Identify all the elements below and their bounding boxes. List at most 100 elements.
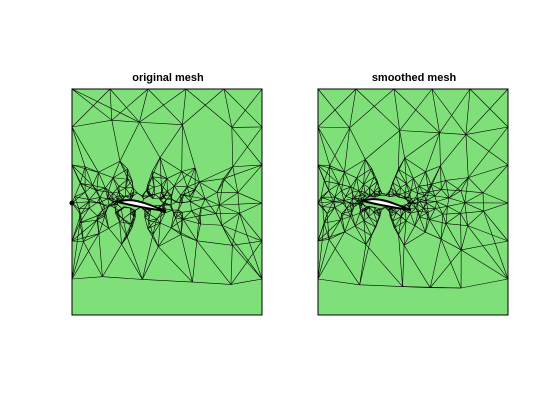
mesh-edge [441, 180, 446, 190]
mesh-edge [178, 202, 183, 211]
mesh-edge [328, 183, 340, 191]
mesh-edge [359, 235, 372, 285]
mesh-edge [409, 200, 413, 203]
mesh-edge [460, 210, 484, 214]
mesh-edge [341, 186, 351, 191]
mesh-edge [405, 220, 415, 227]
mesh-edge [328, 165, 330, 191]
mesh-edge [317, 202, 323, 207]
mesh-edge [159, 124, 183, 158]
mesh-edge [410, 201, 414, 205]
mesh-edge [381, 192, 389, 195]
mesh-edge [232, 166, 239, 193]
mesh-edge [161, 178, 168, 186]
mesh-edge [223, 88, 233, 128]
mesh-edge [186, 167, 196, 187]
mesh-edge [116, 212, 120, 222]
mesh-edge [323, 222, 330, 240]
mesh-edge [146, 211, 151, 215]
mesh-edge [460, 213, 468, 226]
mesh-edge [389, 212, 394, 222]
mesh-edge [356, 177, 364, 185]
mesh-edge [239, 202, 263, 214]
mesh-edge [328, 190, 334, 202]
mesh-edge [160, 192, 165, 199]
mesh-edge [356, 178, 360, 191]
mesh-edge [395, 176, 401, 188]
mesh-edge [74, 191, 86, 198]
mesh-edge [447, 197, 450, 207]
mesh-edge [359, 207, 366, 214]
mesh-edge [83, 241, 103, 277]
mesh-edge [173, 212, 184, 220]
mesh-edge [409, 207, 416, 209]
mesh-edge [436, 197, 449, 202]
mesh-edge [363, 220, 376, 228]
mesh-edge [375, 216, 381, 228]
mesh-edge [144, 214, 151, 218]
mesh-edge [410, 178, 414, 191]
mesh-edge [388, 209, 394, 211]
mesh-edge [175, 217, 182, 235]
mesh-edge [425, 171, 432, 185]
mesh-edge [219, 204, 240, 214]
mesh-edge [419, 201, 427, 204]
mesh-edge [169, 204, 173, 211]
mesh-edge [465, 88, 471, 135]
mesh-edge [142, 190, 147, 197]
mesh-edge [96, 219, 109, 229]
mesh-edge [146, 209, 151, 213]
mesh-edge [460, 202, 466, 214]
mesh-edge [122, 218, 132, 225]
mesh-edge [147, 218, 157, 229]
mesh-edge [317, 164, 345, 173]
mesh-edge [468, 126, 509, 178]
mesh-edge [171, 227, 197, 242]
mesh-edge [349, 198, 354, 203]
mesh-edge [154, 184, 162, 188]
mesh-edge [358, 190, 366, 196]
mesh-edge [390, 187, 395, 195]
mesh-edge [360, 184, 364, 196]
mesh-edge [107, 191, 114, 200]
mesh-edge [350, 186, 360, 192]
mesh-edge [328, 219, 341, 240]
mesh-edge [424, 184, 432, 196]
mesh-edge [84, 192, 90, 200]
mesh-edge [465, 134, 469, 178]
mesh-edge [170, 217, 176, 229]
mesh-edge [191, 210, 201, 225]
mesh-edge [196, 240, 233, 246]
mesh-edge [107, 198, 114, 202]
mesh-edge [398, 194, 401, 198]
mesh-edge [363, 176, 375, 185]
mesh-edge [429, 238, 442, 288]
mesh-edge [334, 196, 344, 204]
mesh-edge [112, 177, 119, 192]
mesh-edge [92, 185, 106, 189]
mesh-edge [109, 88, 113, 121]
mesh-edge [344, 127, 350, 173]
mesh-edge [231, 127, 263, 166]
mesh-edge [346, 208, 351, 217]
mesh-edge [127, 168, 133, 182]
mesh-edge [109, 88, 140, 123]
mesh-edge [350, 206, 355, 217]
mesh-edge [410, 207, 417, 214]
mesh-edge [170, 204, 175, 213]
mesh-edge [350, 212, 360, 217]
mesh-edge [394, 194, 400, 198]
mesh-domain [71, 88, 263, 316]
mesh-edge [445, 213, 461, 224]
mesh-edge [71, 88, 140, 123]
mesh-edge [79, 166, 86, 184]
mesh-edge [483, 210, 509, 242]
mesh-edge [199, 181, 218, 193]
mesh-edge [147, 222, 161, 229]
mesh-edge [340, 208, 347, 221]
mesh-edge [430, 180, 446, 185]
mesh-edge [417, 186, 420, 194]
mesh-edge [375, 190, 381, 196]
mesh-edge [317, 239, 330, 242]
mesh-edge [399, 130, 440, 134]
